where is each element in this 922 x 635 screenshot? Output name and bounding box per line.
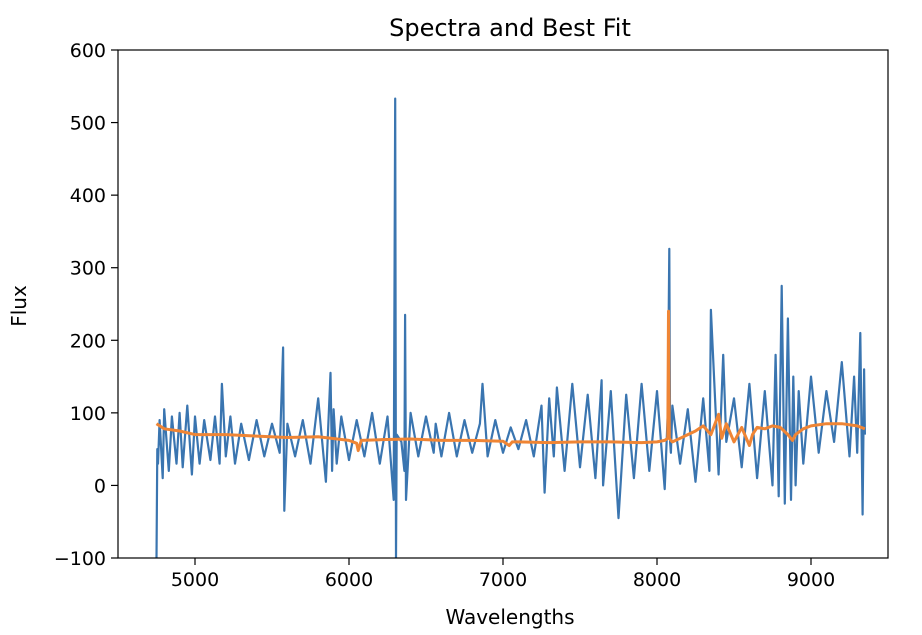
- x-axis-label: Wavelengths: [445, 605, 574, 629]
- y-tick-label: 600: [70, 40, 106, 62]
- x-tick-label: 7000: [479, 569, 527, 591]
- x-tick-label: 5000: [171, 569, 219, 591]
- y-tick-label: 0: [94, 475, 106, 497]
- chart-title: Spectra and Best Fit: [389, 14, 631, 42]
- series-line-best-fit: [155, 309, 866, 453]
- y-tick-label: 300: [70, 258, 106, 280]
- x-tick-label: 9000: [787, 569, 835, 591]
- y-tick-label: 100: [70, 403, 106, 425]
- x-tick-label: 8000: [633, 569, 681, 591]
- y-tick-label: 400: [70, 185, 106, 207]
- series-line-spectrum: [155, 97, 866, 558]
- y-tick-label: −100: [54, 548, 106, 570]
- y-tick-label: 500: [70, 113, 106, 135]
- x-tick-label: 6000: [325, 569, 373, 591]
- y-axis-label: Flux: [7, 285, 31, 327]
- y-tick-label: 200: [70, 330, 106, 352]
